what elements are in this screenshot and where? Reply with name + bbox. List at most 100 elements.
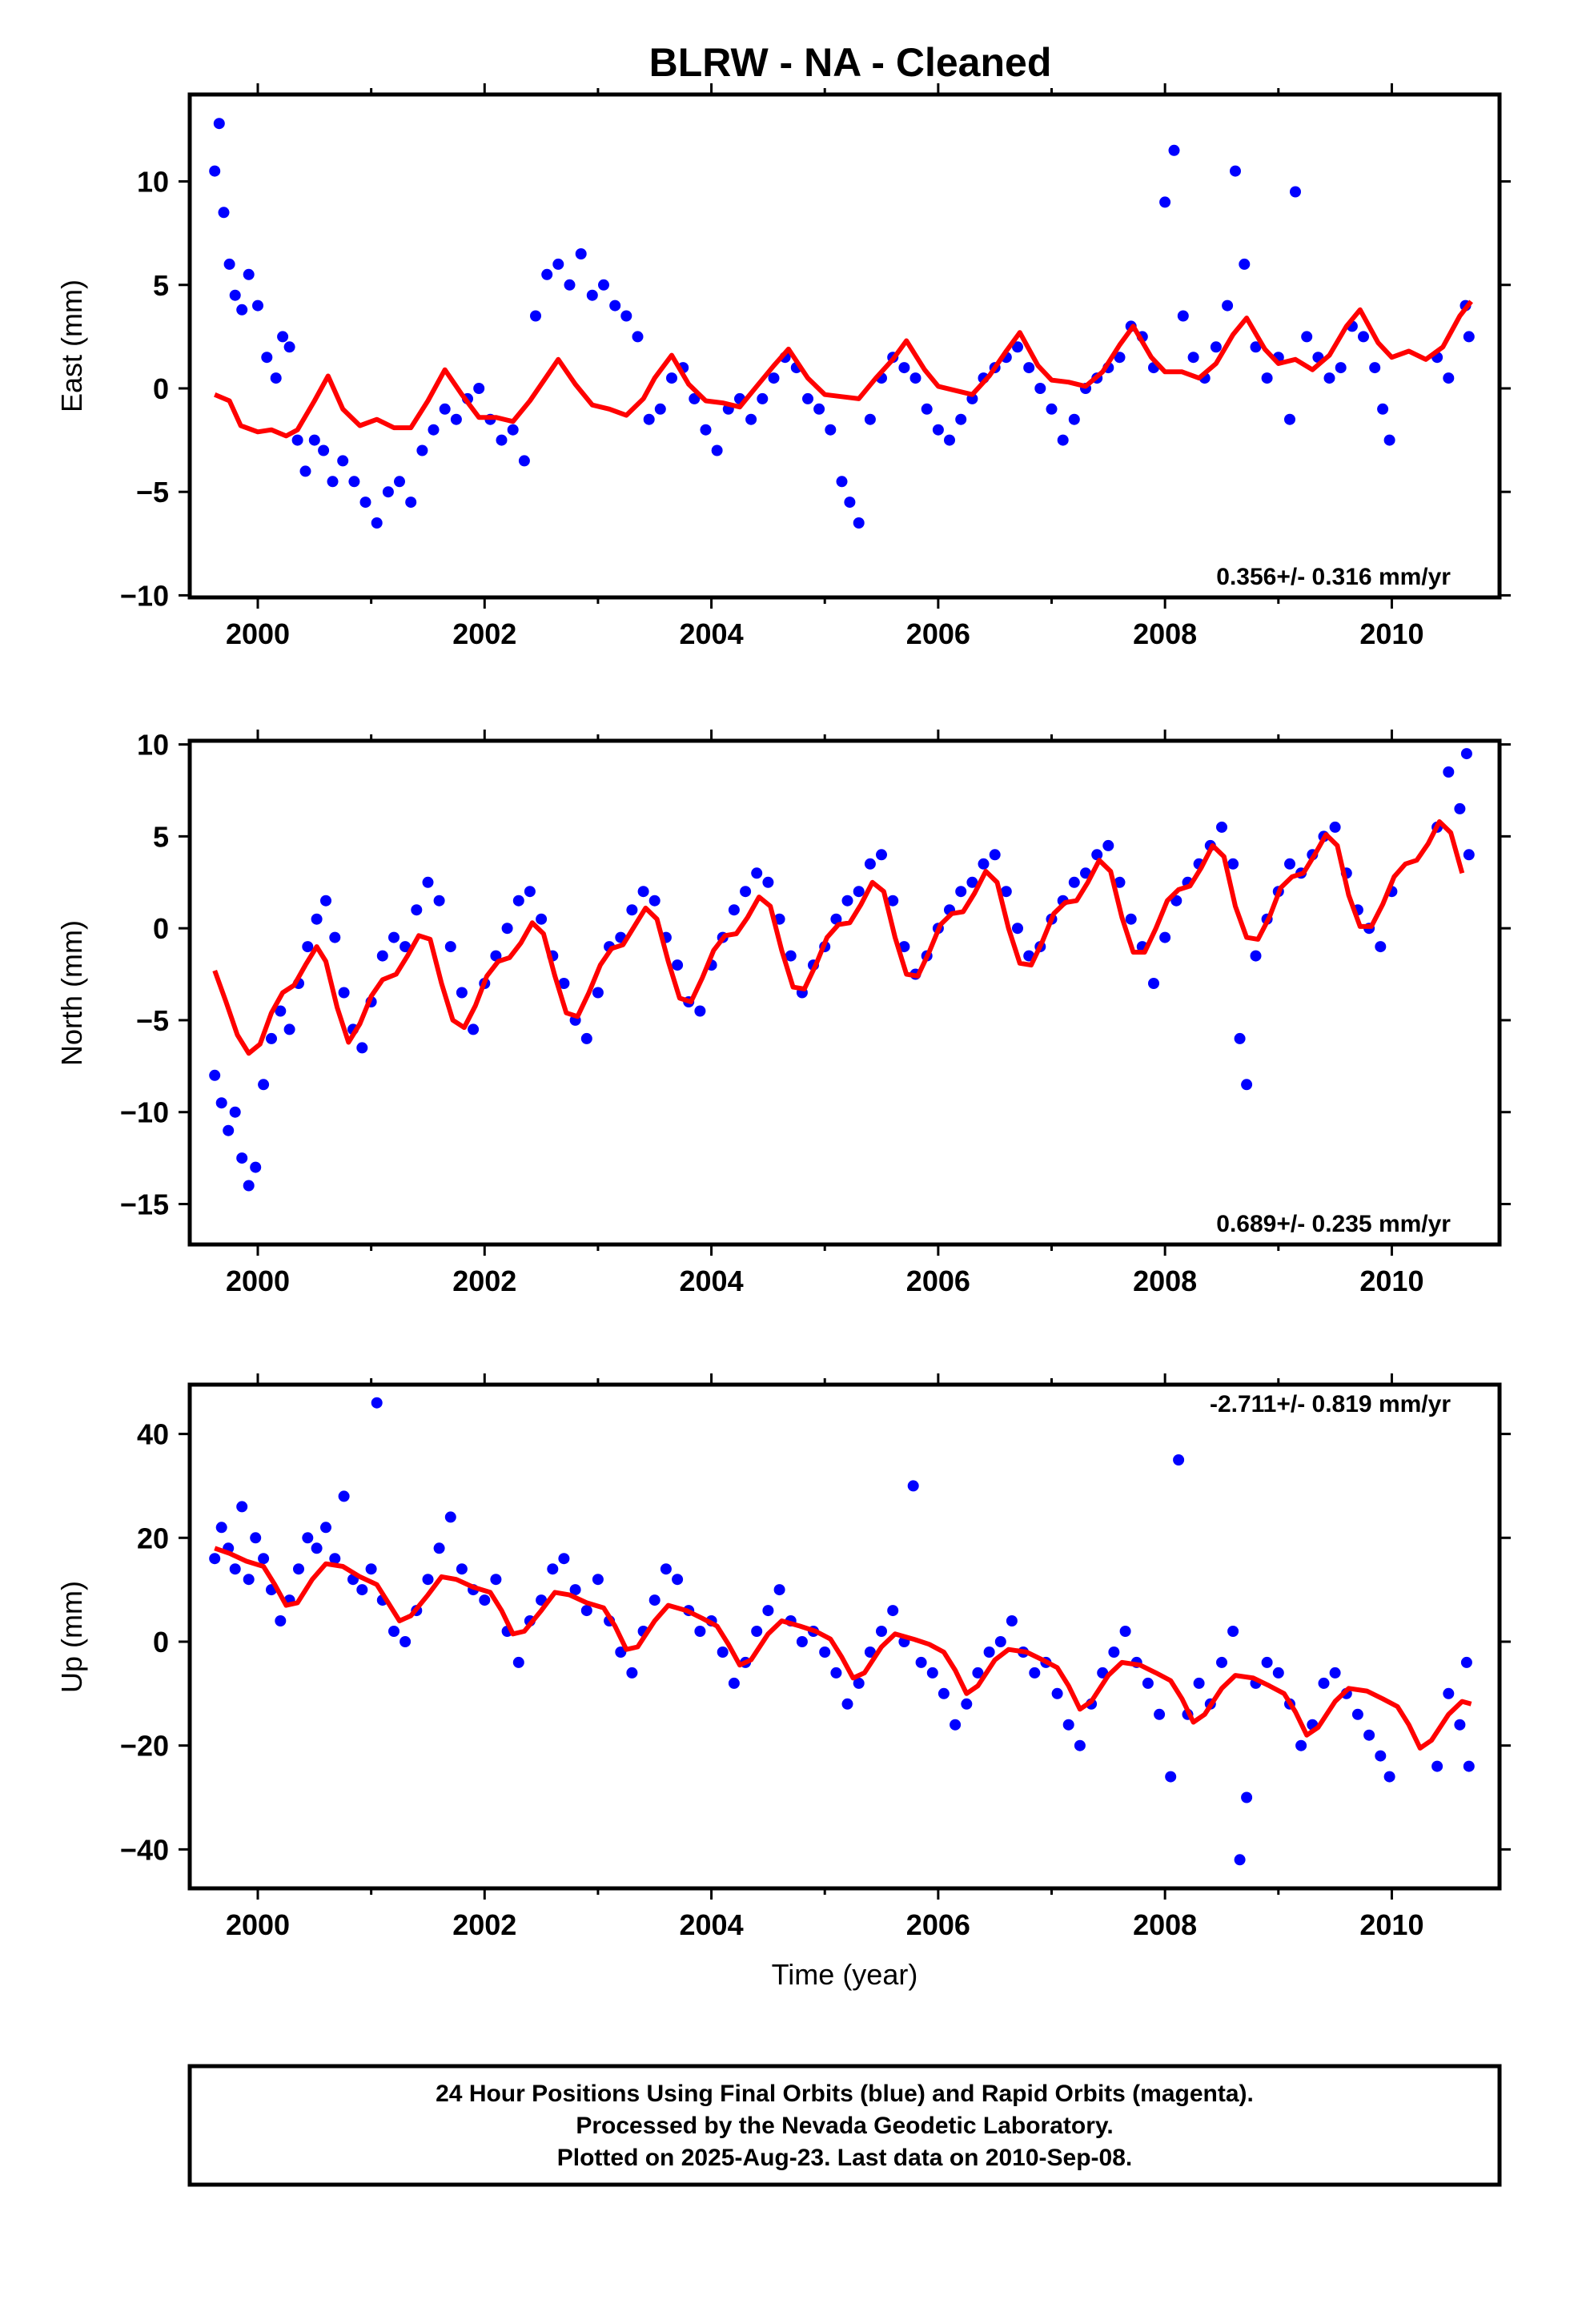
up-data-point <box>672 1574 684 1586</box>
north-data-point <box>302 941 314 953</box>
north-data-point <box>444 941 456 953</box>
east-data-point <box>473 383 485 394</box>
up-data-point <box>887 1605 899 1617</box>
up-data-point <box>1443 1687 1455 1699</box>
up-data-point <box>558 1553 570 1565</box>
north-data-point <box>388 931 400 943</box>
east-data-point <box>1284 413 1295 425</box>
north-x-tick-label: 2000 <box>226 1265 290 1297</box>
up-data-point <box>1383 1771 1395 1783</box>
east-data-point <box>1230 165 1241 177</box>
north-data-point <box>864 858 876 870</box>
up-plot-frame <box>187 1382 1502 1891</box>
up-data-point <box>320 1522 331 1534</box>
up-data-point <box>762 1605 774 1617</box>
north-data-point <box>411 904 423 916</box>
up-data-point <box>1318 1677 1330 1689</box>
up-data-point <box>1234 1854 1246 1866</box>
up-data-point <box>422 1574 434 1586</box>
east-data-point <box>1377 403 1389 415</box>
east-plot-frame <box>187 92 1502 600</box>
east-data-point <box>598 279 609 291</box>
east-data-point <box>844 497 856 509</box>
north-data-point <box>236 1152 248 1164</box>
north-data-point <box>512 895 524 907</box>
north-y-tick-label: 10 <box>137 729 169 762</box>
panel-up: 2000 2002 2004 2006 2008 2010 −40 −20 0 20 40 Up … <box>55 1373 1511 1941</box>
up-data-point <box>926 1667 938 1679</box>
footer-line-2: Processed by the Nevada Geodetic Laborat… <box>576 2113 1113 2139</box>
north-data-point <box>536 913 548 925</box>
east-data-point <box>1369 362 1381 374</box>
east-x-tick-label: 2008 <box>1133 617 1197 650</box>
east-fit-line <box>214 300 1473 439</box>
east-data-point <box>552 258 564 270</box>
north-data-point <box>320 895 331 907</box>
up-data-point <box>660 1563 672 1575</box>
up-data-point <box>1051 1687 1063 1699</box>
north-data-point <box>728 904 740 916</box>
up-data-point <box>994 1636 1006 1647</box>
north-data-point <box>1284 858 1295 870</box>
east-data-point <box>575 248 587 259</box>
north-fit-line <box>212 819 1465 1056</box>
east-data-point <box>898 362 910 374</box>
up-data-point <box>819 1647 831 1658</box>
east-data-point <box>689 392 701 404</box>
up-data-point <box>950 1719 962 1731</box>
up-data-point <box>1375 1750 1387 1762</box>
up-data-point <box>302 1532 314 1544</box>
east-data-point <box>1159 196 1171 208</box>
east-data-point <box>416 444 428 456</box>
east-data-point <box>666 372 677 384</box>
up-data-point <box>1460 1656 1472 1668</box>
up-data-point <box>1261 1656 1273 1668</box>
up-data-point <box>275 1615 287 1626</box>
up-data-point <box>1173 1454 1185 1466</box>
north-data-point <box>1227 858 1239 870</box>
up-data-point <box>841 1698 853 1710</box>
east-y-tick-label: 10 <box>137 166 169 199</box>
up-y-tick-label: 20 <box>137 1522 169 1554</box>
north-data-point <box>1148 978 1159 989</box>
up-data-point <box>751 1626 763 1637</box>
up-data-point <box>1351 1708 1363 1720</box>
east-data-point <box>518 455 530 467</box>
north-data-point <box>887 895 899 907</box>
east-data-point <box>1383 434 1395 446</box>
east-x-tick-label: 2004 <box>680 617 744 650</box>
up-data-point <box>580 1605 592 1617</box>
east-data-point <box>507 424 519 436</box>
north-data-point <box>841 895 853 907</box>
east-data-point <box>291 434 303 446</box>
north-data-point <box>648 895 661 907</box>
east-data-point <box>1168 144 1180 156</box>
east-data-point <box>318 444 330 456</box>
north-data-point <box>1114 876 1126 888</box>
up-data-point <box>365 1563 377 1575</box>
up-data-point <box>209 1553 221 1565</box>
up-data-point <box>1363 1729 1375 1741</box>
east-data-point <box>813 403 825 415</box>
up-data-point <box>1329 1667 1341 1679</box>
up-data-point <box>444 1511 456 1523</box>
up-data-point <box>490 1574 502 1586</box>
north-data-point <box>329 931 341 943</box>
east-data-point <box>283 341 295 353</box>
north-data-point <box>490 950 502 962</box>
footer-box: 24 Hour Positions Using Final Orbits (bl… <box>187 2064 1502 2187</box>
north-data-point <box>283 1023 295 1035</box>
north-data-point <box>456 987 468 999</box>
north-data-point <box>1460 748 1472 760</box>
east-data-point <box>218 207 230 219</box>
north-data-point <box>740 886 752 898</box>
up-rate-label: -2.711+/- 0.819 mm/yr <box>1210 1391 1451 1417</box>
east-y-tick-label: 5 <box>153 269 169 302</box>
east-data-point <box>586 289 598 301</box>
north-data-point <box>694 1005 706 1017</box>
east-data-point <box>277 331 289 343</box>
up-fit-line <box>214 1546 1472 1751</box>
up-data-point <box>876 1626 887 1637</box>
up-data-point <box>1119 1626 1131 1637</box>
east-data-point <box>405 497 417 509</box>
